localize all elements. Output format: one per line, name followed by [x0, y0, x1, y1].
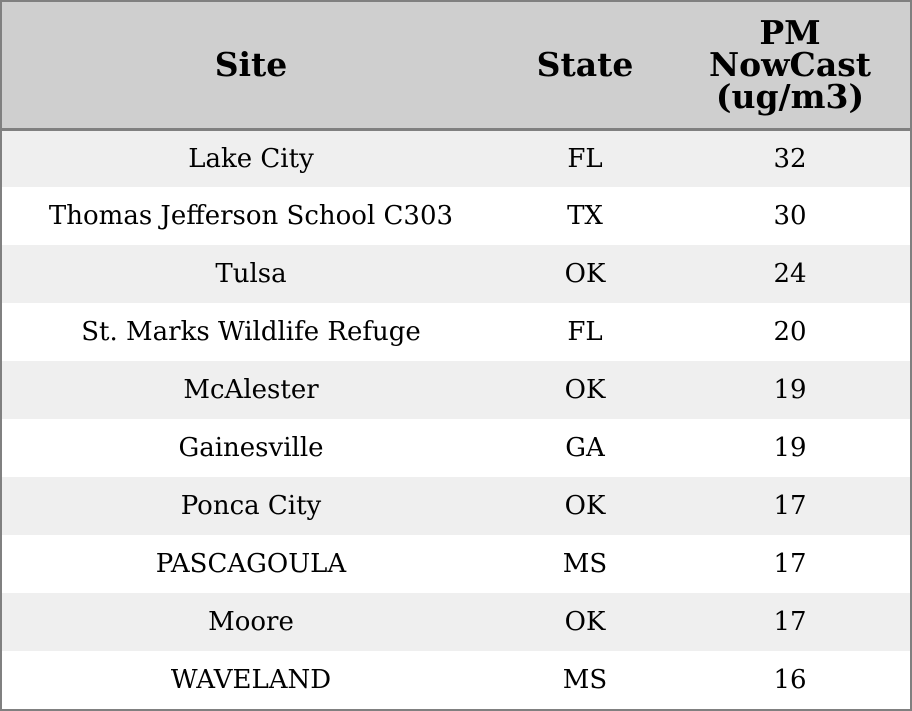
cell-site: WAVELAND	[170, 665, 332, 695]
cell-site: Tulsa	[215, 259, 287, 289]
column-header-pm-nowcast: PM NowCast (ug/m3)	[670, 2, 910, 131]
cell-pm-value: 20	[773, 317, 807, 347]
cell-state: MS	[562, 665, 608, 695]
cell-state: OK	[564, 491, 606, 521]
cell-state: OK	[564, 607, 606, 637]
pm-header-line-3: (ug/m3)	[715, 76, 865, 116]
table-row: Ponca City OK 17	[2, 477, 910, 535]
column-header-state: State	[500, 2, 670, 131]
cell-state: OK	[564, 259, 606, 289]
cell-state: GA	[565, 433, 605, 463]
column-header-site: Site	[2, 2, 500, 131]
cell-pm-value: 32	[773, 143, 807, 174]
cell-state: FL	[567, 143, 603, 174]
cell-pm-value: 19	[773, 375, 807, 405]
cell-site: Ponca City	[180, 491, 322, 521]
cell-pm-value: 30	[773, 201, 807, 231]
cell-site: St. Marks Wildlife Refuge	[81, 317, 421, 347]
cell-site: Thomas Jefferson School C303	[48, 201, 454, 231]
cell-pm-value: 16	[773, 665, 807, 695]
table-header: Site State PM NowCast (ug/m3)	[2, 2, 910, 131]
table-row: Moore OK 17	[2, 593, 910, 651]
table-row: Gainesville GA 19	[2, 419, 910, 477]
cell-site: McAlester	[183, 375, 319, 405]
table-row: Lake City FL 32	[2, 129, 910, 187]
cell-site: Gainesville	[178, 433, 324, 463]
cell-state: TX	[567, 201, 603, 231]
header-row: Site State PM NowCast (ug/m3)	[2, 2, 910, 131]
cell-state: OK	[564, 375, 606, 405]
cell-pm-value: 17	[773, 549, 807, 579]
table-body: Lake City FL 32 Thomas Jefferson School C30…	[2, 129, 910, 709]
cell-site: Moore	[208, 607, 294, 637]
cell-site: Lake City	[188, 143, 314, 174]
table-row: Tulsa OK 24	[2, 245, 910, 303]
cell-state: MS	[562, 549, 608, 579]
cell-pm-value: 17	[773, 491, 807, 521]
table-row: McAlester OK 19	[2, 361, 910, 419]
cell-site: PASCAGOULA	[155, 549, 347, 579]
cell-pm-value: 17	[773, 607, 807, 637]
pm-header-line-2: NowCast	[708, 44, 872, 84]
pm-header-line-1: PM	[759, 12, 821, 52]
cell-pm-value: 24	[773, 259, 807, 289]
cell-state: FL	[567, 317, 603, 347]
cell-pm-value: 19	[773, 433, 807, 463]
table-row: Thomas Jefferson School C303 TX 30	[2, 187, 910, 245]
table-row: WAVELAND MS 16	[2, 651, 910, 709]
table-row: PASCAGOULA MS 17	[2, 535, 910, 593]
table-row: St. Marks Wildlife Refuge FL 20	[2, 303, 910, 361]
